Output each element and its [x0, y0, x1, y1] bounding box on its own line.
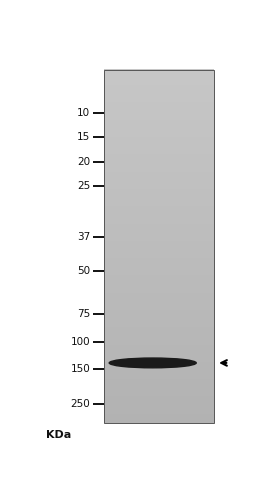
Text: 150: 150 — [70, 364, 90, 373]
Ellipse shape — [109, 358, 196, 368]
Text: 75: 75 — [77, 309, 90, 319]
Text: 250: 250 — [70, 399, 90, 409]
Text: 37: 37 — [77, 232, 90, 242]
Text: 25: 25 — [77, 182, 90, 191]
Text: 10: 10 — [77, 108, 90, 118]
Text: 100: 100 — [71, 337, 90, 347]
Text: 50: 50 — [77, 266, 90, 276]
Text: 15: 15 — [77, 132, 90, 142]
Text: 20: 20 — [77, 157, 90, 167]
Text: KDa: KDa — [46, 430, 71, 440]
Bar — [104, 70, 214, 423]
